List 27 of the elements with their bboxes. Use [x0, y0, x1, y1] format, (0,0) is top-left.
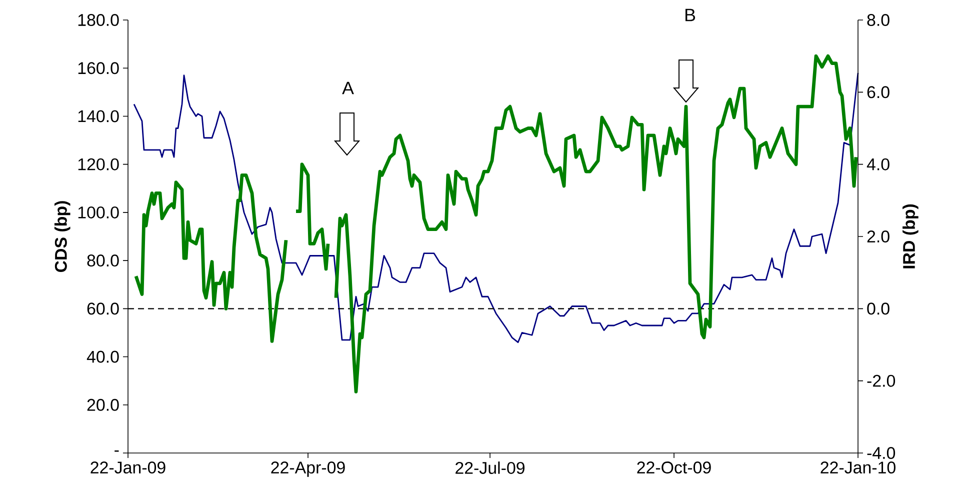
line-series [133, 72, 859, 344]
y2-tick-label: -2.0 [867, 374, 896, 387]
y2-tick-label: 2.0 [867, 230, 890, 242]
y-tick-label: - [114, 450, 119, 452]
y2-tick-label: 0.0 [867, 302, 890, 315]
x-tick-label: 22-Oct-09 [637, 462, 711, 474]
y-axis-title: CDS (bp) [54, 201, 70, 272]
y-tick-label: 80.0 [87, 254, 119, 267]
y-tick-label: 140.0 [78, 110, 119, 122]
y2-tick-label: 8.0 [867, 14, 890, 26]
y2-tick-label: -4.0 [867, 447, 896, 459]
x-tick-label: 22-Jan-10 [820, 462, 896, 474]
y-tick-label: 180.0 [78, 14, 119, 26]
annotation: A [342, 82, 354, 94]
x-tick-label: 22-Jul-09 [456, 462, 524, 474]
x-tick-label: 22-Jan-09 [90, 462, 166, 474]
y2-tick-label: 6.0 [867, 86, 890, 98]
y2-axis-title: IRD (bp) [902, 204, 918, 268]
annotation: B [685, 8, 696, 22]
y-tick-label: 120.0 [78, 158, 119, 170]
y-tick-label: 20.0 [87, 398, 119, 411]
y-tick-label: 160.0 [78, 62, 119, 74]
x-tick-label: 22-Apr-09 [271, 462, 345, 477]
y-tick-label: 100.0 [78, 206, 119, 218]
y-tick-label: 60.0 [87, 302, 119, 315]
y2-tick-label: 4.0 [866, 158, 890, 170]
y-tick-label: 40.0 [86, 350, 119, 363]
